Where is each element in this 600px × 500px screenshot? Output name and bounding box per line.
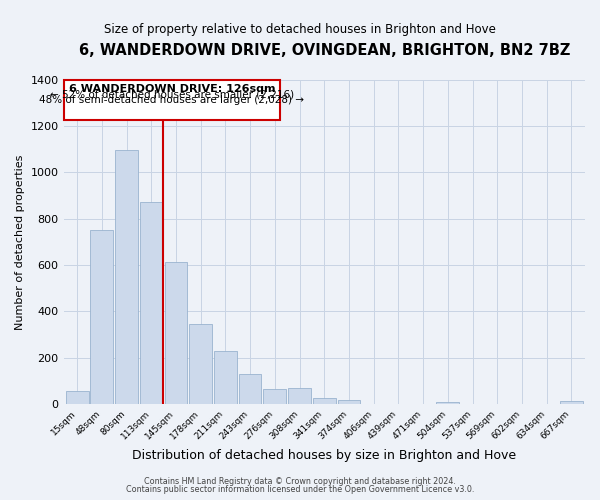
Bar [190, 324, 212, 404]
Text: Contains public sector information licensed under the Open Government Licence v3: Contains public sector information licen… [126, 484, 474, 494]
Bar [313, 398, 335, 404]
Bar [263, 389, 286, 404]
Title: 6, WANDERDOWN DRIVE, OVINGDEAN, BRIGHTON, BN2 7BZ: 6, WANDERDOWN DRIVE, OVINGDEAN, BRIGHTON… [79, 42, 570, 58]
Bar [115, 150, 138, 404]
Y-axis label: Number of detached properties: Number of detached properties [15, 154, 25, 330]
Bar [288, 388, 311, 404]
Bar [560, 400, 583, 404]
Bar [66, 392, 89, 404]
Text: Size of property relative to detached houses in Brighton and Hove: Size of property relative to detached ho… [104, 22, 496, 36]
FancyBboxPatch shape [64, 80, 280, 120]
Text: 48% of semi-detached houses are larger (2,028) →: 48% of semi-detached houses are larger (… [40, 94, 304, 104]
X-axis label: Distribution of detached houses by size in Brighton and Hove: Distribution of detached houses by size … [132, 450, 517, 462]
Bar [140, 202, 163, 404]
Text: Contains HM Land Registry data © Crown copyright and database right 2024.: Contains HM Land Registry data © Crown c… [144, 477, 456, 486]
Text: ← 52% of detached houses are smaller (2,216): ← 52% of detached houses are smaller (2,… [50, 89, 294, 99]
Bar [164, 262, 187, 404]
Bar [436, 402, 459, 404]
Bar [214, 352, 237, 404]
Bar [239, 374, 262, 404]
Bar [91, 230, 113, 404]
Text: 6 WANDERDOWN DRIVE: 126sqm: 6 WANDERDOWN DRIVE: 126sqm [68, 84, 275, 94]
Bar [338, 400, 361, 404]
